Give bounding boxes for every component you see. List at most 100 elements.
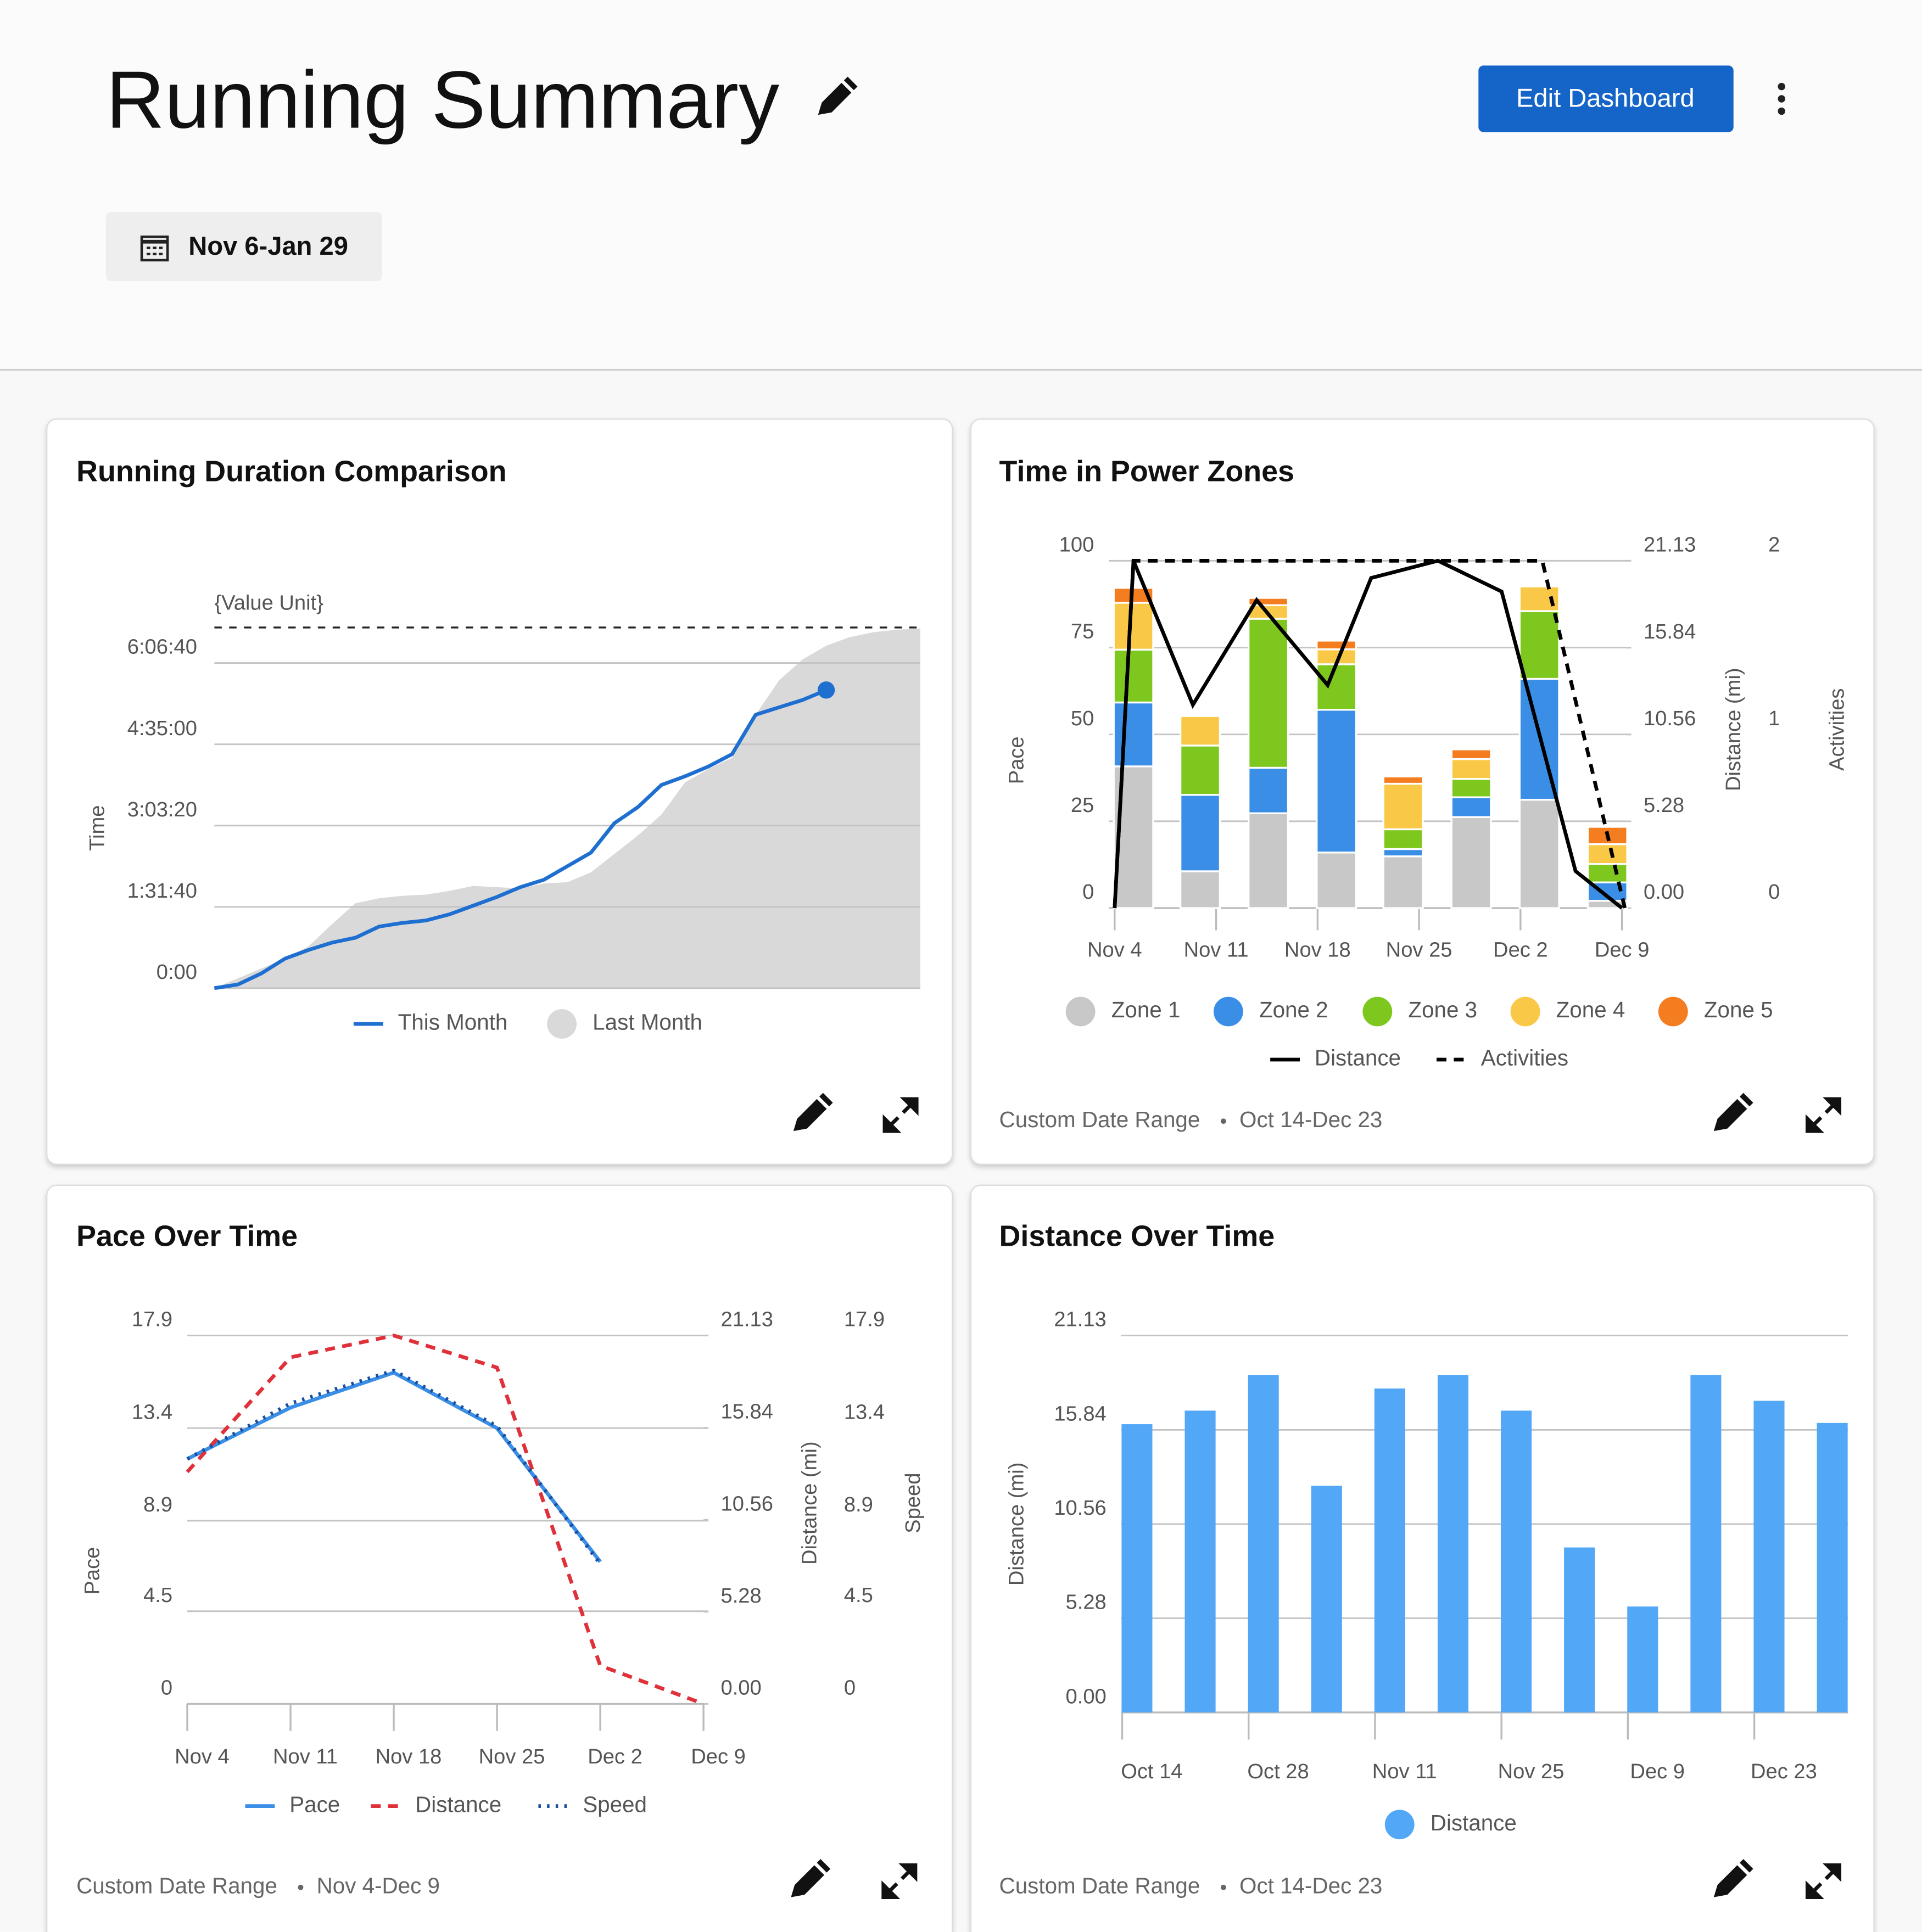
bar-segment [1450, 758, 1492, 780]
y-tick-label: 0 [1082, 880, 1094, 904]
expand-icon[interactable] [1805, 1863, 1842, 1900]
edit-title-icon[interactable] [818, 76, 858, 115]
legend-label: Distance [415, 1791, 501, 1817]
y-tick-label: 5.28 [1066, 1591, 1107, 1614]
bar [1817, 1423, 1848, 1713]
x-tick-label: Nov 25 [1386, 938, 1452, 962]
legend-label: Zone 4 [1556, 997, 1625, 1022]
axis-label: Pace [81, 1547, 104, 1595]
expand-icon[interactable] [881, 1863, 918, 1900]
legend-label: Zone 1 [1111, 997, 1181, 1022]
legend-swatch [1510, 996, 1540, 1027]
end-marker [817, 681, 835, 699]
date-range[interactable]: Nov 6-Jan 29 [188, 231, 348, 260]
bar-segment [1586, 843, 1628, 865]
bar-segment [1518, 610, 1560, 680]
bar [1753, 1401, 1785, 1713]
edit-icon[interactable] [1713, 1859, 1753, 1897]
y3-tick-label: 17.9 [844, 1308, 885, 1331]
edit-icon[interactable] [793, 1093, 833, 1132]
date-pill[interactable] [105, 212, 382, 282]
bar-segment [1179, 715, 1221, 747]
footer-text: Custom Date Range [76, 1873, 277, 1898]
y-tick-label: 8.9 [143, 1493, 172, 1516]
legend-swatch [1213, 996, 1243, 1027]
legend-label: Last Month [593, 1010, 702, 1035]
legend-swatch [1065, 996, 1096, 1027]
header-background [0, 0, 1922, 370]
axis-label: Pace [1004, 736, 1028, 784]
dot[interactable] [1778, 95, 1785, 103]
edit-icon[interactable] [791, 1859, 831, 1897]
dot[interactable] [1778, 82, 1785, 91]
axis-label: Distance (mi) [1722, 668, 1745, 791]
y-tick-label: 3:03:20 [127, 798, 197, 821]
y3-tick-label: 4.5 [844, 1583, 873, 1607]
line [186, 1334, 705, 1706]
button-bg[interactable] [1478, 65, 1734, 132]
legend-label: Distance [1315, 1045, 1401, 1071]
edit-icon[interactable] [1713, 1093, 1753, 1132]
footer-bullet [298, 1884, 304, 1890]
legend-label: Activities [1481, 1045, 1568, 1071]
card [46, 1184, 953, 1932]
x-tick-label: Oct 14 [1121, 1760, 1182, 1783]
calendar-icon [140, 236, 169, 262]
y-tick-label: 50 [1071, 707, 1094, 730]
x-tick-label: Nov 4 [175, 1745, 230, 1768]
y2-tick-label: 10.56 [1644, 707, 1696, 730]
y-tick-label: 1:31:40 [127, 879, 197, 903]
line [186, 1368, 602, 1565]
y2-tick-label: 5.28 [721, 1584, 762, 1608]
y2-tick-label: 21.13 [721, 1308, 773, 1331]
bar [1121, 1424, 1153, 1713]
footer-text: Oct 14-Dec 23 [1239, 1107, 1382, 1132]
bar-segment [1450, 778, 1492, 798]
dot[interactable] [1778, 107, 1785, 115]
axis-label: Speed [901, 1473, 925, 1533]
x-tick-label: Dec 23 [1751, 1760, 1817, 1783]
expand-icon[interactable] [882, 1097, 919, 1133]
x-tick-label: Oct 28 [1247, 1760, 1309, 1783]
bar [1374, 1388, 1405, 1713]
y3-tick-label: 2 [1768, 533, 1780, 557]
axis-label: Distance (mi) [1004, 1463, 1028, 1586]
button-label[interactable]: Edit Dashboard [1516, 83, 1695, 113]
bar [1627, 1606, 1658, 1713]
x-tick-label: Dec 2 [1493, 938, 1548, 962]
bar [1185, 1410, 1216, 1713]
y-tick-label: 17.9 [132, 1308, 172, 1331]
bar-segment [1247, 812, 1289, 909]
bar-segment [1113, 602, 1154, 651]
card-title: Pace Over Time [76, 1220, 298, 1253]
x-tick-label: Nov 11 [273, 1745, 338, 1768]
expand-icon[interactable] [1805, 1097, 1842, 1133]
y2-tick-label: 10.56 [721, 1492, 773, 1515]
footer-text: Custom Date Range [999, 1107, 1200, 1132]
footer-bullet [1220, 1884, 1226, 1890]
area [214, 628, 920, 988]
legend-label: Pace [289, 1791, 340, 1817]
more-menu[interactable] [1778, 82, 1785, 115]
date-range-picker[interactable]: Nov 6-Jan 29 [105, 212, 382, 282]
bar-segment [1382, 782, 1424, 831]
y-tick-label: 10.56 [1054, 1496, 1106, 1520]
y2-tick-label: 5.28 [1644, 793, 1684, 817]
y2-tick-label: 0.00 [721, 1676, 762, 1700]
bar [1437, 1375, 1469, 1713]
page-title: Running Summary [106, 55, 779, 145]
legend-label: This Month [398, 1010, 508, 1035]
bar [1690, 1375, 1722, 1713]
bar [1564, 1547, 1595, 1713]
x-tick-label: Dec 9 [1595, 938, 1650, 962]
pencil[interactable] [818, 76, 858, 115]
x-tick-label: Dec 9 [1630, 1760, 1685, 1783]
y3-tick-label: 13.4 [844, 1400, 885, 1424]
bar-segment [1316, 640, 1357, 651]
bar-segment [1316, 709, 1357, 854]
bar [1311, 1486, 1342, 1713]
card-title: Distance Over Time [999, 1220, 1275, 1253]
edit-dashboard-button[interactable]: Edit Dashboard [1478, 65, 1734, 132]
legend-label: Zone 3 [1408, 997, 1477, 1022]
